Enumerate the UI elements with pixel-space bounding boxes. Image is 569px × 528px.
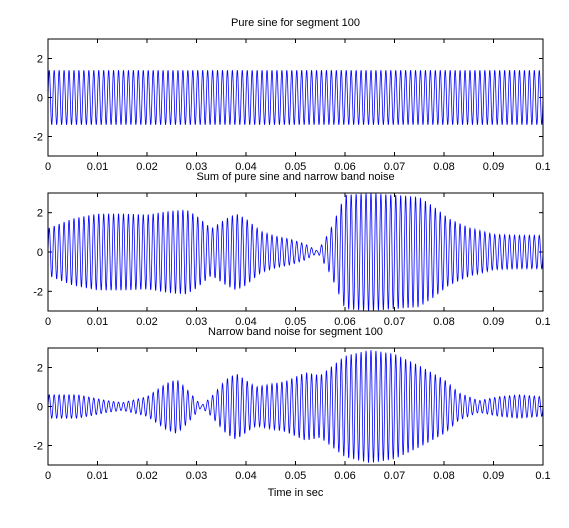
x-tick-label: 0 (45, 316, 51, 328)
x-tick-label: 0.06 (334, 470, 355, 482)
x-tick-label: 0.01 (87, 161, 108, 173)
x-tick-label: 0.08 (433, 470, 454, 482)
x-tick-label: 0.09 (483, 316, 504, 328)
y-tick-label: 2 (37, 363, 43, 375)
x-tick-label: 0.03 (186, 161, 207, 173)
subplot-sum: 0 0.01 0.02 0.03 0.04 0.05 0.06 0.07 0.08 0.09 0.1… (33, 171, 550, 328)
x-tick-label: 0.04 (235, 470, 256, 482)
plot-title: Narrow band noise for segment 100 (208, 326, 383, 338)
x-tick-label: 0.1 (535, 316, 550, 328)
x-tick-label: 0.07 (384, 470, 405, 482)
y-tick-label: 0 (37, 93, 43, 105)
x-tick-label: 0.06 (334, 316, 355, 328)
x-tick-label: 0.02 (136, 161, 157, 173)
x-tick-label: 0 (45, 161, 51, 173)
y-tick-label: -2 (33, 132, 43, 144)
signal-line (48, 350, 543, 463)
y-tick-label: -2 (33, 441, 43, 453)
signal-line (48, 70, 543, 125)
subplot-pure-sine: 0 0.01 0.02 0.03 0.04 0.05 0.06 0.07 0.08 0.09 0.1… (33, 17, 550, 173)
y-tick-label: 2 (37, 54, 43, 66)
x-tick-label: 0.06 (334, 161, 355, 173)
plot-title: Pure sine for segment 100 (231, 17, 360, 29)
x-tick-label: 0.05 (285, 470, 306, 482)
x-axis-label: Time in sec (268, 487, 324, 499)
x-tick-label: 0 (45, 470, 51, 482)
x-tick-label: 0.1 (535, 161, 550, 173)
x-tick-label: 0.04 (235, 316, 256, 328)
x-tick-label: 0.01 (87, 470, 108, 482)
x-tick-label: 0.02 (136, 470, 157, 482)
x-tick-label: 0.01 (87, 316, 108, 328)
x-tick-label: 0.08 (433, 161, 454, 173)
x-tick-label: 0.1 (535, 470, 550, 482)
x-tick-label: 0.04 (235, 161, 256, 173)
plot-title: Sum of pure sine and narrow band noise (196, 171, 394, 183)
y-tick-label: -2 (33, 286, 43, 298)
x-tick-label: 0.09 (483, 161, 504, 173)
signal-line (48, 193, 543, 311)
x-tick-label: 0.08 (433, 316, 454, 328)
subplot-narrow-band-noise: 0 0.01 0.02 0.03 0.04 0.05 0.06 0.07 0.08 0.09 0.1… (33, 326, 550, 499)
y-tick-label: 0 (37, 247, 43, 259)
x-tick-label: 0.03 (186, 470, 207, 482)
y-tick-label: 0 (37, 402, 43, 414)
x-tick-label: 0.05 (285, 161, 306, 173)
x-tick-label: 0.07 (384, 161, 405, 173)
x-tick-label: 0.05 (285, 316, 306, 328)
x-tick-label: 0.02 (136, 316, 157, 328)
y-tick-label: 2 (37, 208, 43, 220)
x-tick-label: 0.09 (483, 470, 504, 482)
x-tick-label: 0.03 (186, 316, 207, 328)
x-tick-label: 0.07 (384, 316, 405, 328)
